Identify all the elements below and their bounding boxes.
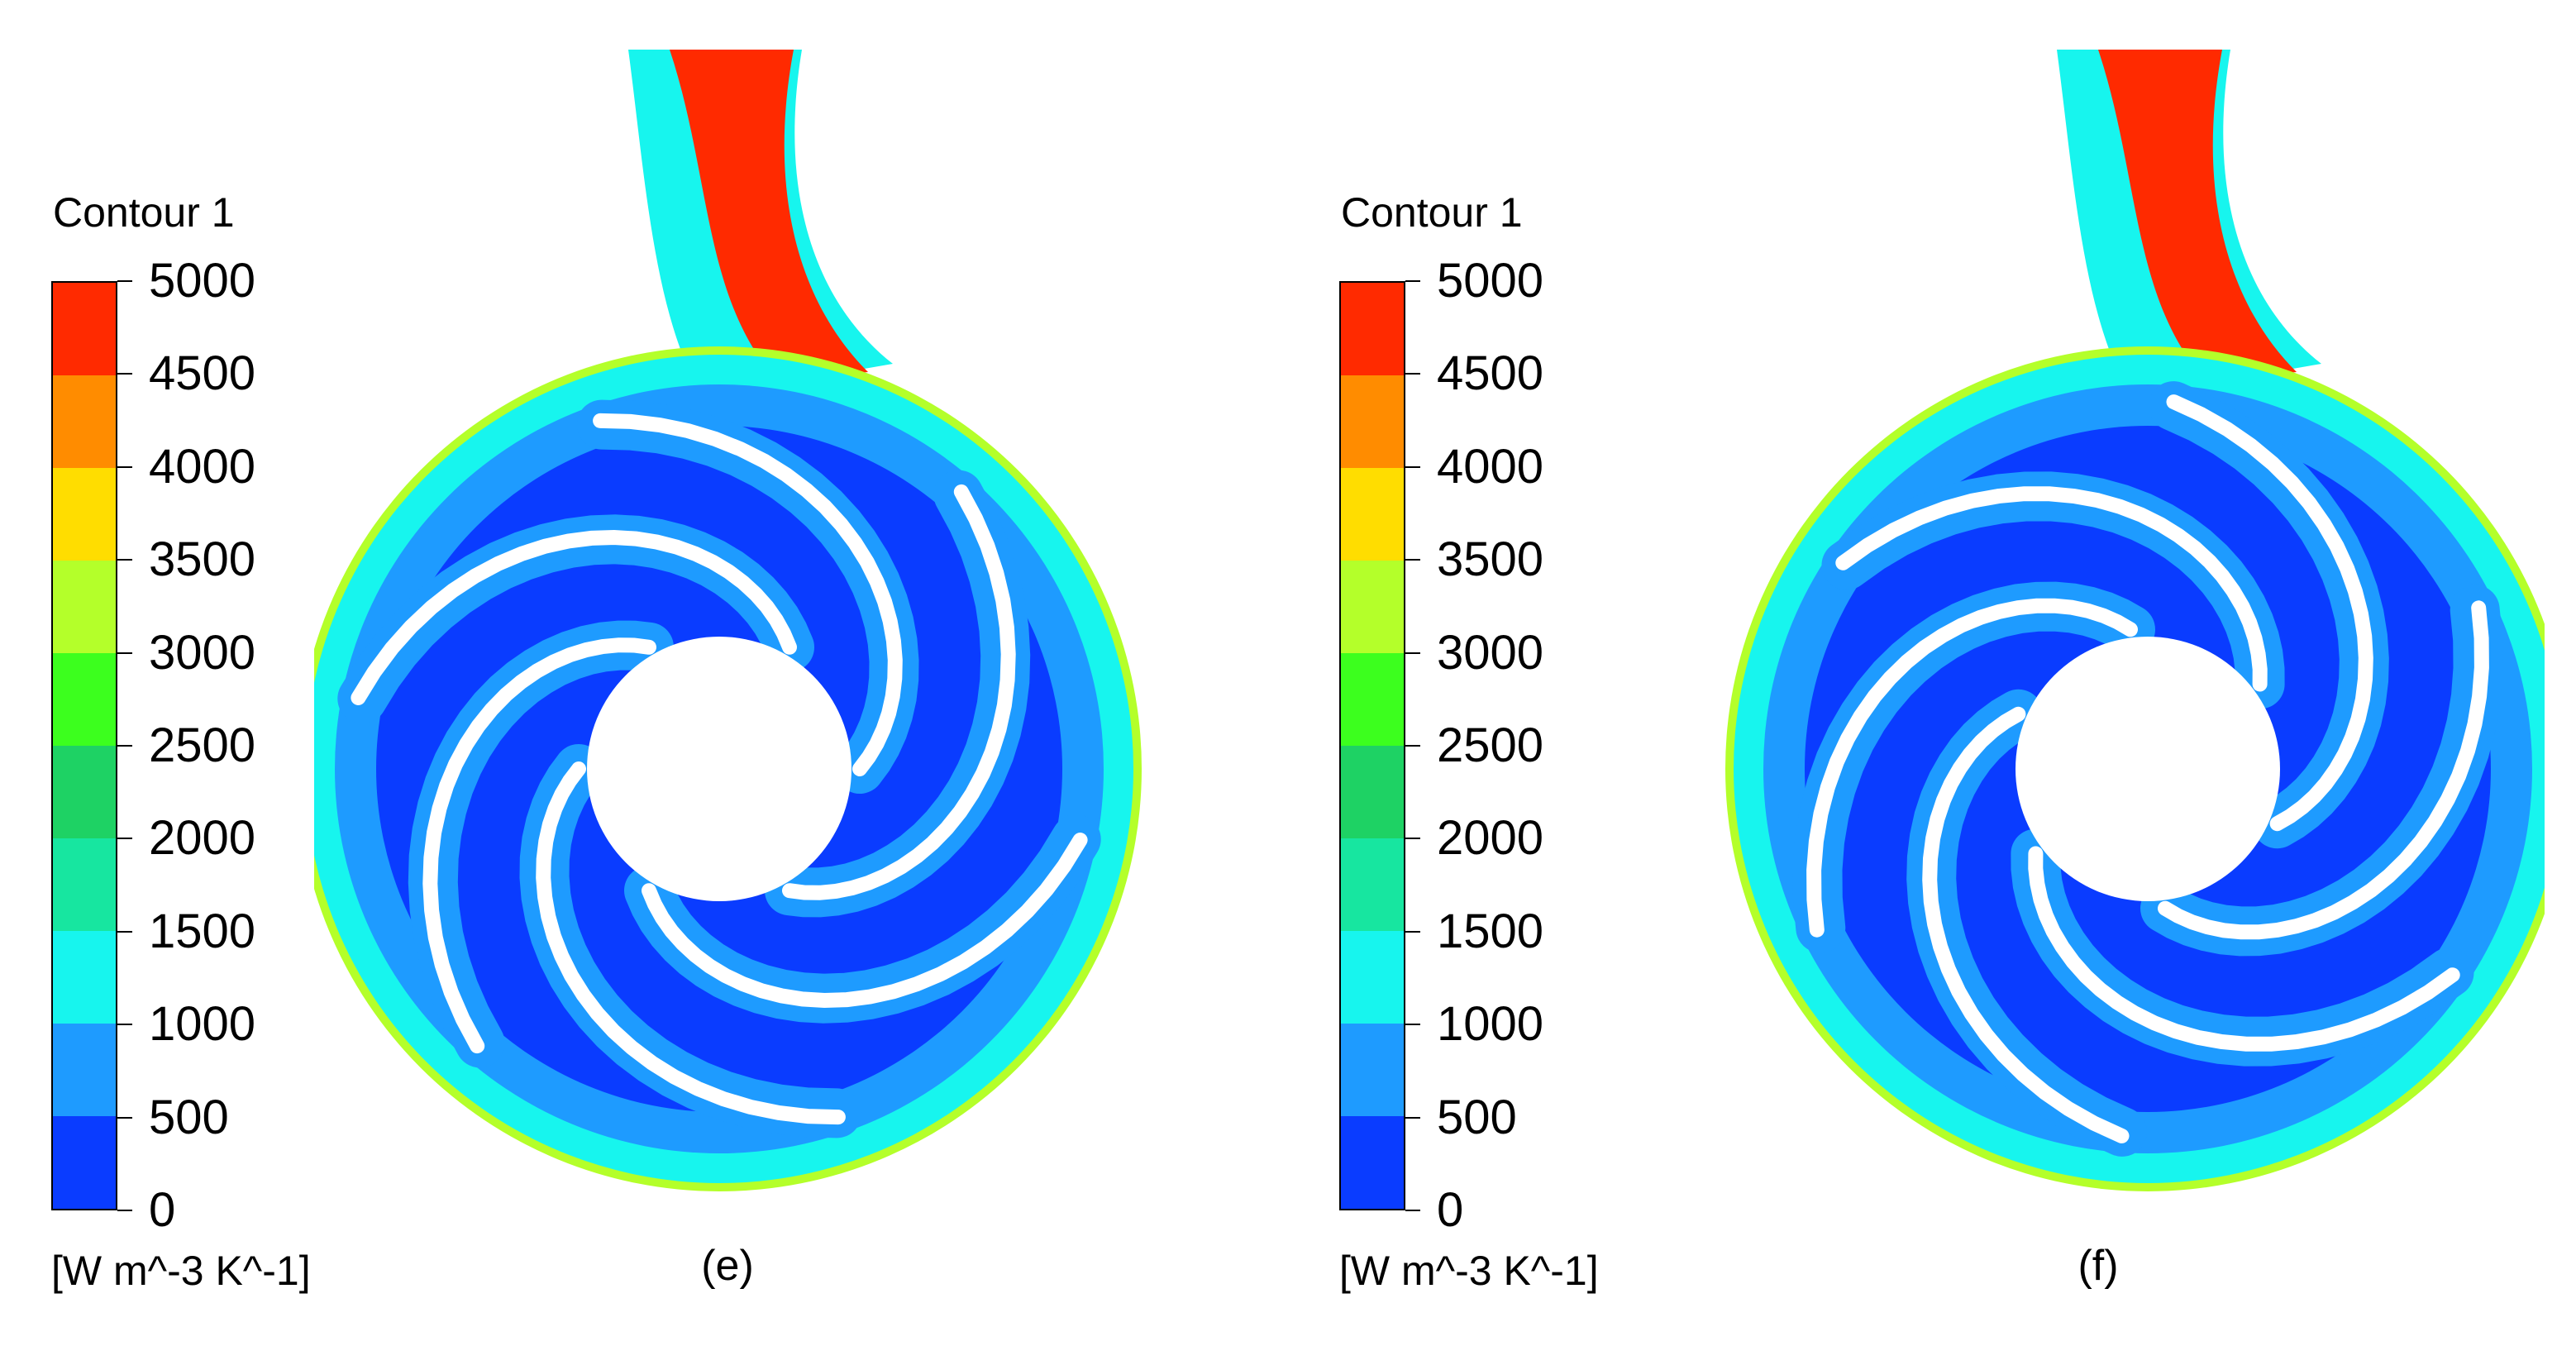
panel-caption: (e)	[701, 1242, 754, 1290]
tick-label: 3000	[1437, 625, 1544, 680]
tick-label: 1500	[1437, 904, 1544, 958]
tick-label: 4500	[1437, 346, 1544, 401]
legend-unit: [W m^-3 K^-1]	[1339, 1248, 1599, 1294]
legend-unit: [W m^-3 K^-1]	[51, 1248, 311, 1294]
tick-mark	[1405, 1210, 1420, 1211]
tick-label: 3500	[1437, 532, 1544, 587]
high-value-region	[670, 50, 868, 380]
color-band	[53, 375, 116, 468]
tick-mark	[117, 745, 132, 747]
impeller-blade	[593, 413, 903, 776]
tick-mark	[1405, 930, 1420, 933]
tick-mark	[117, 465, 132, 468]
impeller-blade	[2028, 846, 2460, 1052]
tick-mark	[117, 1210, 132, 1211]
tick-mark	[1405, 652, 1420, 654]
color-band	[53, 283, 116, 375]
color-band	[53, 931, 116, 1024]
tick-label: 1000	[149, 997, 256, 1052]
tick-label: 4000	[149, 439, 256, 494]
contour-panel-f: Contour 1 5000 4500 4000 3500 3000 2500 2000 15…	[1288, 0, 2576, 1346]
tick-mark	[117, 930, 132, 933]
color-band	[1341, 746, 1404, 838]
tick-label: 2000	[1437, 811, 1544, 866]
tick-mark	[117, 280, 132, 282]
impeller-hub	[587, 637, 852, 901]
color-band	[53, 1116, 116, 1209]
tick-mark	[1405, 1024, 1420, 1026]
color-scale-bar	[1339, 281, 1405, 1210]
tick-label: 3500	[149, 532, 256, 587]
tick-mark	[117, 838, 132, 840]
tick-mark	[1405, 465, 1420, 468]
color-band	[1341, 931, 1404, 1024]
impeller-hub	[2015, 637, 2280, 901]
color-band	[1341, 838, 1404, 931]
tick-label: 5000	[149, 254, 256, 308]
tick-mark	[1405, 280, 1420, 282]
color-band	[53, 838, 116, 931]
tick-label: 2000	[149, 811, 256, 866]
tick-mark	[1405, 559, 1420, 561]
impeller-blade	[351, 529, 797, 705]
color-band	[1341, 375, 1404, 468]
color-band	[1341, 468, 1404, 561]
color-band	[1341, 653, 1404, 746]
color-band	[1341, 1116, 1404, 1209]
tick-label: 1000	[1437, 997, 1544, 1052]
legend-title: Contour 1	[1341, 189, 1523, 236]
color-band	[53, 468, 116, 561]
high-value-region	[2098, 50, 2297, 380]
impeller-blade	[536, 761, 846, 1125]
tick-label: 3000	[149, 625, 256, 680]
tick-mark	[117, 1024, 132, 1026]
color-band	[53, 561, 116, 653]
impeller-blade	[2166, 394, 2373, 832]
color-band	[53, 1024, 116, 1116]
tick-label: 0	[1437, 1183, 1464, 1237]
tick-mark	[117, 652, 132, 654]
impeller-blade	[1806, 598, 2138, 938]
tick-mark	[1405, 373, 1420, 375]
pump-contour-plot-f	[1725, 50, 2545, 1191]
tick-label: 0	[149, 1183, 176, 1237]
tick-label: 2500	[149, 718, 256, 772]
color-scale-bar	[51, 281, 117, 1210]
impeller-blade	[1922, 706, 2130, 1143]
tick-label: 500	[1437, 1090, 1517, 1144]
impeller-blade	[782, 484, 1016, 900]
tick-mark	[117, 559, 132, 561]
contour-panel-e: Contour 1 5000 4500 4000 3500 3000 2500 2000 15…	[51, 50, 1142, 1294]
pump-contour-plot-e	[314, 50, 1142, 1191]
tick-label: 1500	[149, 904, 256, 958]
legend-title: Contour 1	[53, 189, 235, 236]
impeller-blade	[1835, 486, 2268, 692]
tick-mark	[1405, 745, 1420, 747]
color-band	[1341, 1024, 1404, 1116]
tick-mark	[117, 1116, 132, 1119]
tick-label: 4000	[1437, 439, 1544, 494]
tick-label: 500	[149, 1090, 229, 1144]
tick-mark	[1405, 838, 1420, 840]
tick-label: 2500	[1437, 718, 1544, 772]
color-band	[1341, 283, 1404, 375]
impeller-blade	[2158, 600, 2489, 940]
color-band	[53, 653, 116, 746]
impeller-blade	[422, 637, 656, 1054]
color-band	[1341, 561, 1404, 653]
tick-mark	[1405, 1116, 1420, 1119]
impeller-blade	[642, 833, 1088, 1009]
color-band	[53, 746, 116, 838]
tick-label: 5000	[1437, 254, 1544, 308]
tick-mark	[117, 373, 132, 375]
panel-caption: (f)	[2077, 1242, 2119, 1290]
tick-label: 4500	[149, 346, 256, 401]
